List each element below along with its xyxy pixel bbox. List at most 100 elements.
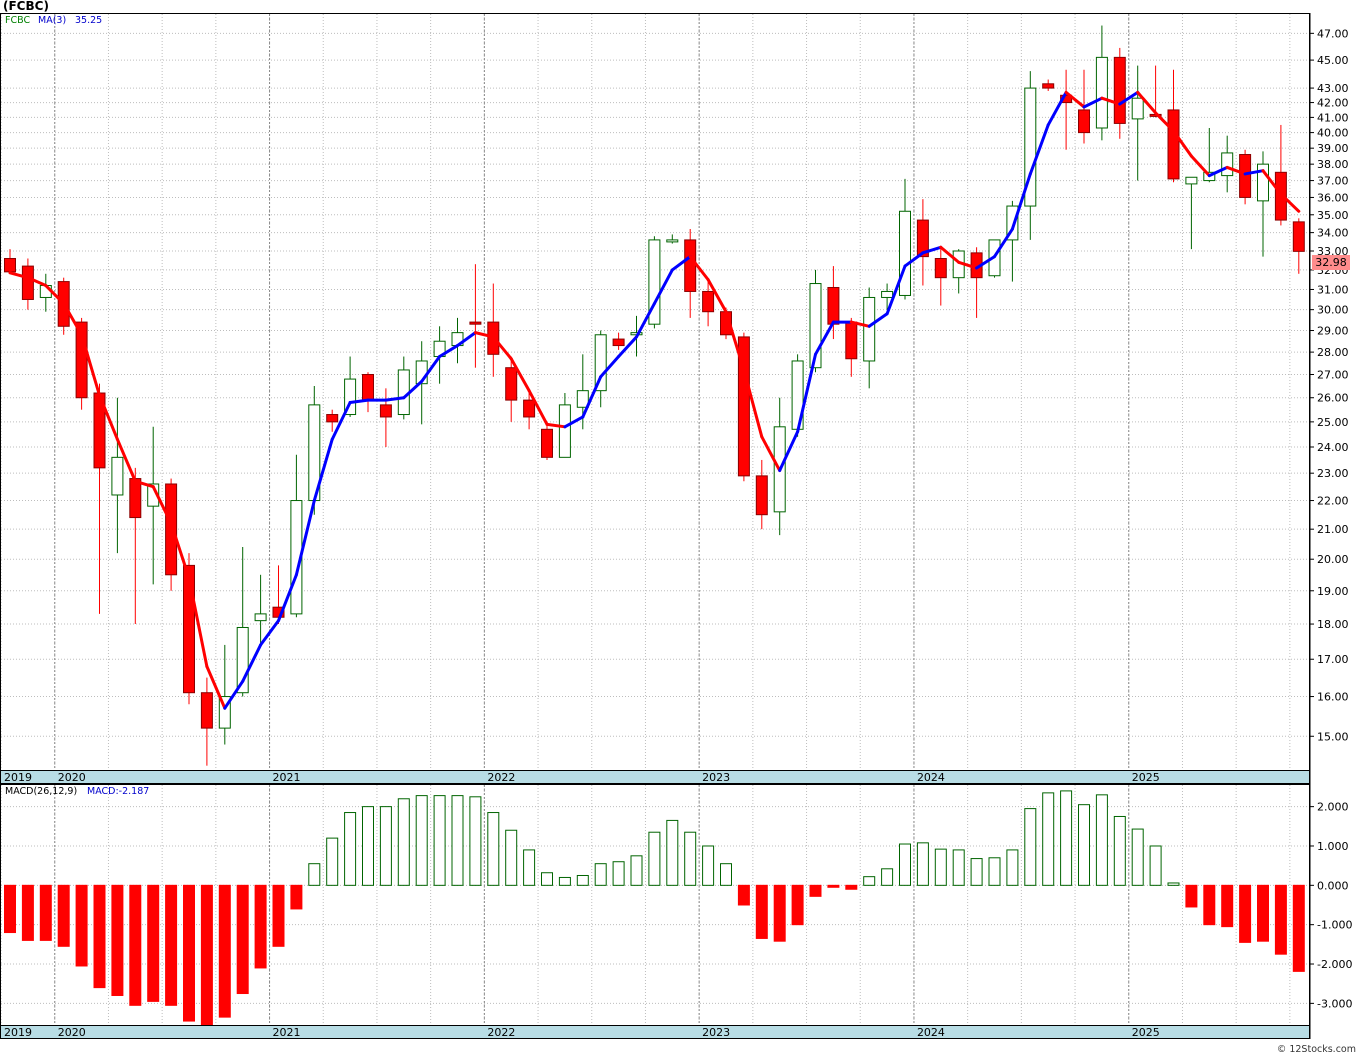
macd-bar: [737, 884, 750, 906]
ma-segment: [402, 379, 424, 400]
macd-bar: [1292, 884, 1305, 972]
macd-bar: [362, 806, 374, 886]
ma-segment: [885, 264, 907, 316]
macd-year-label: 2024: [917, 1026, 945, 1039]
ma-segment: [384, 396, 406, 402]
macd-tick-label: 2.000: [1317, 801, 1349, 814]
macd-bar: [1203, 884, 1216, 926]
macd-tick-label: -3.000: [1317, 997, 1352, 1010]
ma-segment: [1279, 192, 1301, 213]
price-tick-label: 20.00: [1317, 553, 1349, 566]
candle-body: [1095, 56, 1108, 129]
ma-segment: [8, 271, 30, 280]
ma-segment: [330, 400, 352, 441]
macd-bar: [630, 855, 643, 886]
ma-segment: [688, 255, 710, 282]
macd-bar: [326, 837, 339, 886]
macd-date-bar: [0, 1025, 1310, 1039]
candle-body: [254, 613, 267, 622]
ma-segment: [509, 357, 531, 393]
macd-bar: [21, 884, 34, 941]
candle-body: [75, 321, 88, 399]
ma-segment: [724, 310, 746, 372]
price-tick-label: 19.00: [1317, 585, 1349, 598]
candle-body: [541, 428, 553, 458]
candle-body: [1042, 83, 1055, 89]
ma-segment: [80, 333, 101, 397]
price-date-bar: [0, 770, 1310, 784]
price-tick-label: 28.00: [1317, 346, 1349, 359]
macd-tick-label: 0.000: [1317, 879, 1349, 892]
macd-bar: [1078, 804, 1090, 886]
chart-title: (FCBC): [3, 0, 49, 13]
ma-segment: [635, 302, 656, 339]
ma-segment: [187, 576, 209, 669]
macd-bar: [541, 872, 553, 886]
ma-segment: [957, 260, 979, 270]
macd-year-label: 2023: [702, 1026, 730, 1039]
ma-segment: [1010, 172, 1032, 231]
candle-body: [612, 338, 625, 347]
ma-segment: [599, 355, 621, 379]
ma-segment: [903, 251, 925, 268]
ma-segment: [975, 255, 996, 270]
macd-axis: -3.000 -2.000 -1.000 0.000 1.000 2.000: [1310, 801, 1352, 1010]
candle-body: [1185, 176, 1198, 185]
ma-legend-label: MA(3): [38, 15, 67, 26]
ma-segment: [849, 320, 871, 328]
price-tick-label: 45.00: [1317, 54, 1349, 67]
macd-bar: [523, 849, 536, 886]
macd-bar: [1006, 849, 1019, 886]
price-tick-label: 39.00: [1317, 142, 1349, 155]
candle-body: [344, 378, 357, 416]
macd-bar: [1257, 884, 1269, 942]
ma-legend-value: 35.25: [75, 15, 103, 26]
candle-body: [200, 692, 213, 729]
price-tick-label: 25.00: [1317, 416, 1349, 429]
macd-bar: [1239, 884, 1252, 943]
macd-bar: [881, 868, 894, 886]
price-year-label: 2019: [4, 771, 32, 784]
price-tick-label: 34.00: [1317, 227, 1349, 240]
candle-body: [916, 219, 929, 258]
ma-segment: [760, 435, 782, 473]
ma-segment: [652, 268, 674, 306]
ma-segment: [491, 335, 513, 361]
macd-bar: [594, 863, 607, 886]
candle-body: [899, 210, 911, 296]
candle-body: [845, 321, 858, 360]
macd-bar: [111, 884, 124, 996]
macd-bar: [4, 884, 16, 934]
candle-body: [1274, 171, 1287, 221]
macd-bar: [75, 884, 88, 967]
candle-body: [4, 257, 16, 273]
macd-bar: [1167, 882, 1180, 886]
candle-body: [21, 265, 34, 300]
ma-segment: [98, 393, 119, 441]
price-tick-label: 42.00: [1317, 97, 1349, 110]
ma-segment: [115, 437, 137, 483]
ma-segment: [1028, 123, 1050, 176]
panel-frames: [0, 13, 1311, 1039]
price-tick-label: 30.00: [1317, 304, 1349, 317]
candle-body: [576, 390, 589, 408]
candle-body: [523, 399, 536, 418]
candle-body: [1221, 152, 1234, 177]
macd-year-label: 2022: [487, 1026, 515, 1039]
ma-segment: [1172, 129, 1193, 158]
ma-segment: [44, 284, 66, 306]
ma-segment: [1100, 96, 1122, 106]
price-tick-label: 29.00: [1317, 325, 1349, 338]
macd-bar: [379, 806, 392, 886]
ma-segment: [563, 415, 585, 429]
candle-body: [648, 239, 661, 325]
ma-segment: [1118, 90, 1140, 106]
macd-bar: [845, 884, 858, 890]
macd-bar: [720, 863, 732, 886]
macd-bar: [666, 819, 679, 886]
candle-body: [934, 257, 947, 279]
price-panel-grid: [0, 14, 1310, 770]
price-tick-label: 33.00: [1317, 245, 1349, 258]
macd-bar: [791, 884, 804, 926]
